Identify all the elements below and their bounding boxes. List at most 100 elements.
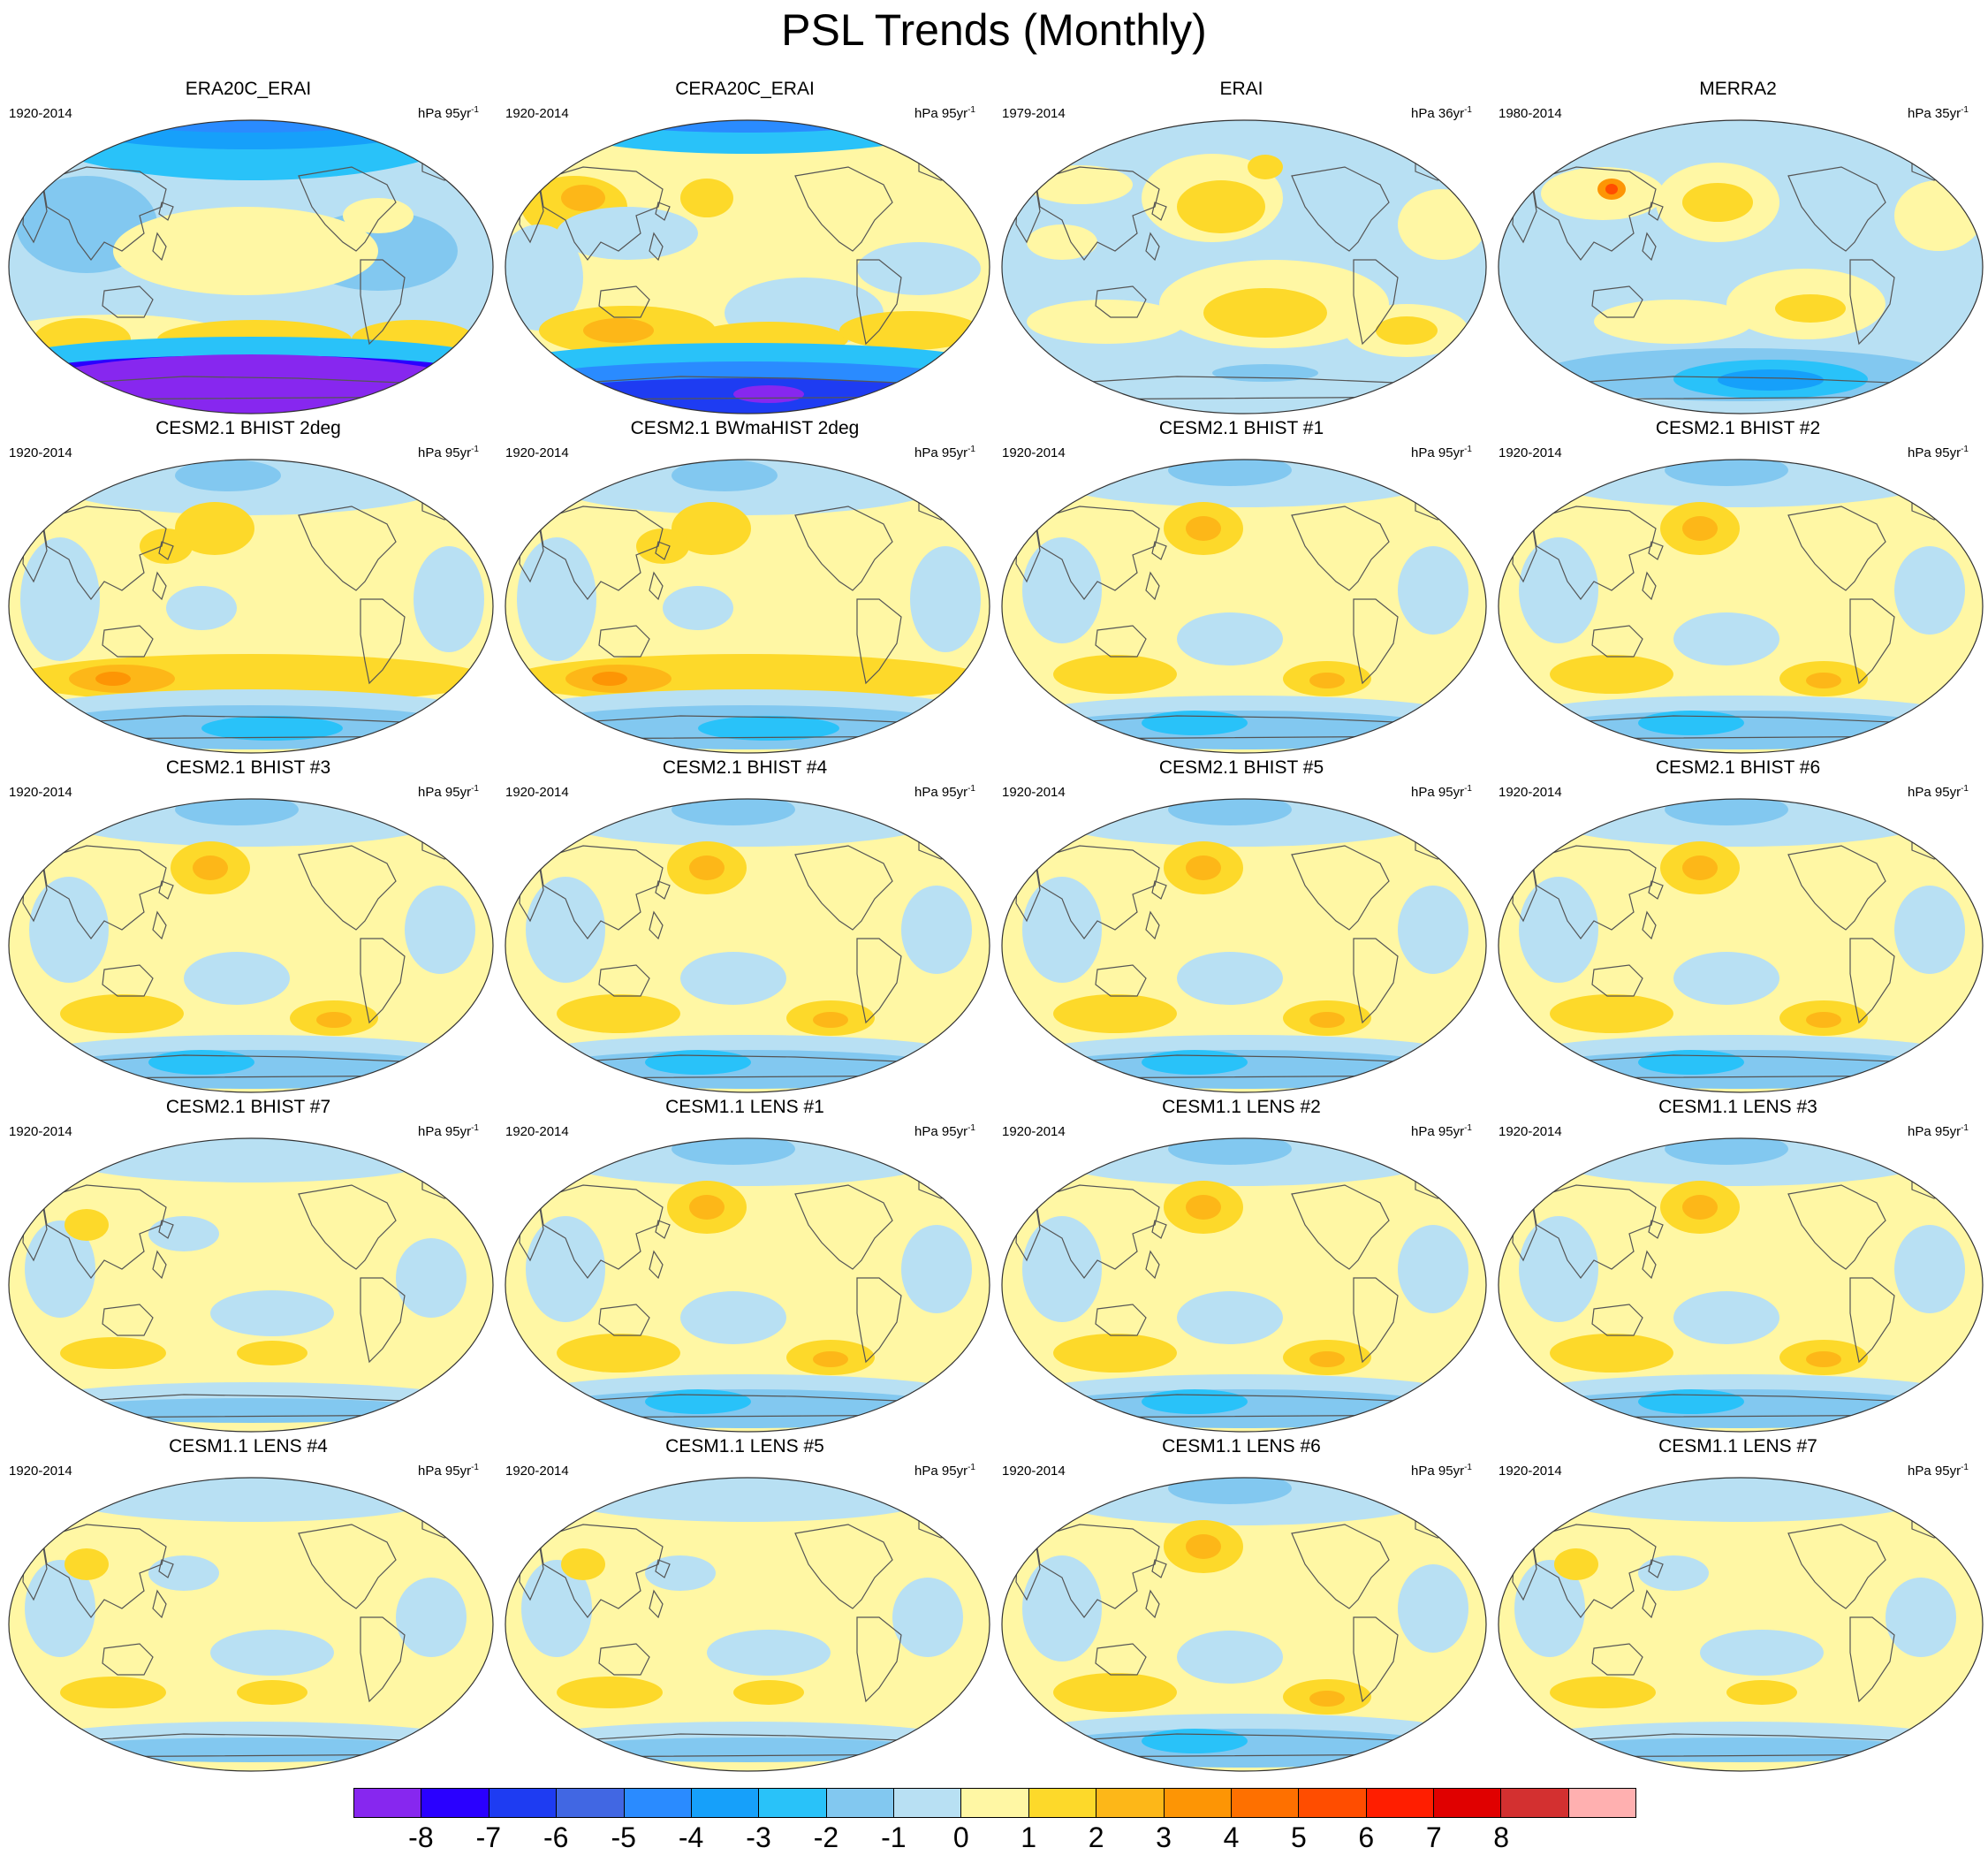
colorbar-swatch [557,1789,625,1817]
coastline [538,1184,664,1279]
coastline [598,625,650,658]
panel-title: ERA20C_ERAI [185,79,312,99]
trend-contour [733,1680,804,1705]
panel-units-exponent: -1 [471,1123,479,1133]
trend-contour [1398,1225,1468,1313]
trend-contour [316,1012,352,1028]
trend-contour [201,716,343,741]
trend-map [1498,1137,1984,1433]
panel-title: CESM2.1 BHIST #1 [1158,418,1324,438]
trend-map [8,459,494,754]
trend-contour [1053,1673,1177,1712]
map-panel: CESM1.1 LENS #3 1920-2014 hPa 95yr-1 [1490,1096,1986,1435]
panel-period: 1920-2014 [505,106,569,121]
map-border [1001,1477,1487,1772]
trend-contour [1022,1555,1102,1661]
colorbar-label: 0 [952,1821,969,1853]
trend-contour [237,1341,307,1365]
panel-period: 1979-2014 [1002,106,1066,121]
coastline [794,506,893,591]
trend-contour [1309,673,1345,688]
map-border [505,119,990,414]
map-panel: CESM2.1 BHIST #6 1920-2014 hPa 95yr-1 [1490,757,1986,1096]
map-panel: MERRA2 1980-2014 hPa 35yr-1 [1490,78,1986,417]
map-border [1498,119,1984,414]
colorbar-swatch [1366,1789,1434,1817]
panel-period: 1920-2014 [1002,785,1066,800]
coastline [1151,202,1167,221]
trend-contour [1177,1291,1283,1344]
trend-contour [1638,1555,1709,1591]
map-border [8,798,494,1093]
coastline [1353,598,1399,685]
coastline [598,1643,650,1676]
coastline [1151,1559,1167,1578]
coastline [538,845,664,939]
panel-units-text: hPa 95yr [914,106,968,121]
coastline [1151,1220,1167,1239]
trend-contour [1142,1729,1248,1753]
trend-contour [1027,300,1186,344]
panel-units: hPa 95yr-1 [1411,781,1472,801]
coastline [655,880,671,900]
coastline [42,166,167,261]
map-border [1498,459,1984,754]
trend-contour [1726,1680,1797,1705]
trend-contour [1550,655,1673,694]
trend-contour [707,1630,831,1676]
panel-units-exponent: -1 [1464,105,1472,115]
panel-period: 1920-2014 [505,445,569,460]
trend-contour [680,1291,786,1344]
trend-contour [892,1578,963,1657]
coastline [655,1220,671,1239]
trend-contour [1014,364,1474,403]
map-border [1001,798,1487,1093]
trend-contour [1142,1389,1248,1414]
page-title: PSL Trends (Monthly) [781,5,1207,55]
trend-map [1498,1477,1984,1772]
trend-contour [1519,1216,1598,1322]
panel-title: CESM1.1 LENS #1 [665,1097,824,1117]
trend-contour [1177,952,1283,1005]
coastline [1642,1589,1657,1619]
coastline [1849,598,1895,685]
trend-contour [210,1630,334,1676]
coastline [598,1304,650,1336]
map-panel: CESM2.1 BWmaHIST 2deg 1920-2014 hPa 95yr-1 [497,417,993,757]
trend-contour [689,1195,725,1220]
trend-map [1001,1137,1487,1433]
coastline [856,1277,902,1364]
trend-contour [1682,855,1718,880]
panel-period: 1920-2014 [1499,1464,1562,1479]
panel-units-exponent: -1 [471,105,479,115]
trend-contour [148,1555,219,1591]
trend-contour [1186,1195,1221,1220]
coastline [1095,1643,1147,1676]
trend-contour [526,1216,605,1322]
trend-contour [1022,877,1102,983]
map-border [505,798,990,1093]
panel-units-exponent: -1 [967,784,975,794]
trend-contour [1248,155,1283,179]
coastline [1291,1184,1390,1270]
trend-contour [64,1548,109,1580]
colorbar-label: -5 [611,1821,636,1853]
coastline [1531,1184,1657,1279]
trend-contour [29,877,109,983]
trend-contour [636,528,689,564]
coastline [1642,232,1657,262]
colorbar: -8 -7 -6 -5 -4 -3 -2 -1 0 1 2 3 4 5 6 7 8 [353,1788,1636,1853]
coastline [1787,166,1886,252]
coastline [1353,259,1399,346]
colorbar-swatch [1568,1789,1636,1817]
trend-contour [1027,224,1097,260]
colorbar-swatch [624,1789,692,1817]
trend-map [1001,459,1487,754]
trend-contour [910,546,981,652]
map-border [8,1477,494,1772]
panel-units-text: hPa 95yr [1411,1124,1465,1139]
panel-units-exponent: -1 [967,1463,975,1472]
trend-contour [680,179,733,217]
trend-contour [1894,886,1965,974]
trend-contour [1682,516,1718,541]
